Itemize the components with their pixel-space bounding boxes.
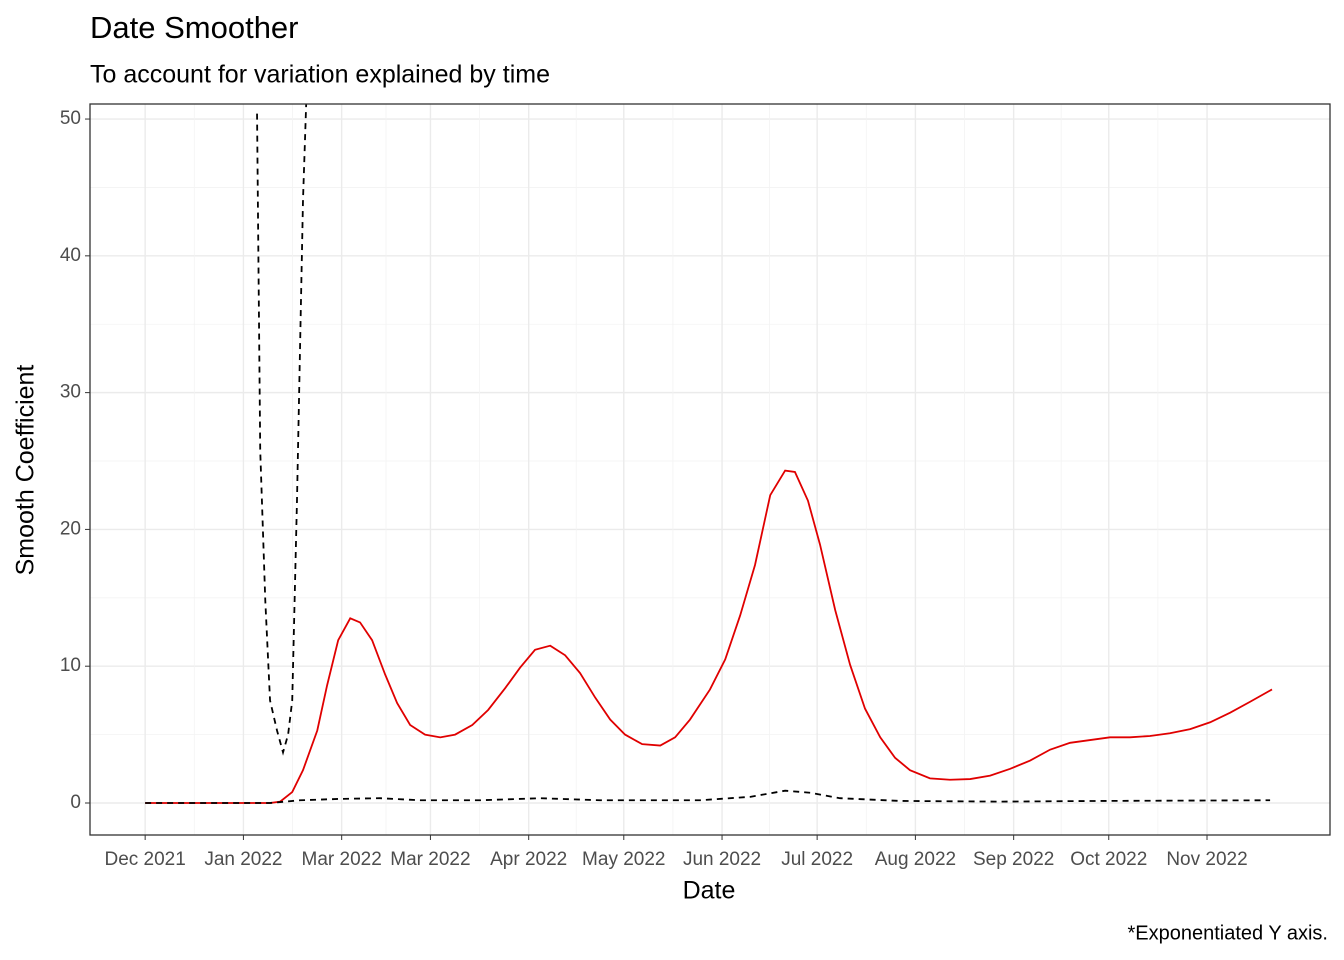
caption: *Exponentiated Y axis. <box>1127 922 1328 944</box>
chart-subtitle: To account for variation explained by ti… <box>90 61 550 89</box>
x-axis-title: Date <box>683 877 736 905</box>
y-axis-title: Smooth Coefficient <box>12 365 40 576</box>
x-tick-label: Nov 2022 <box>1166 849 1247 870</box>
x-tick-label: Oct 2022 <box>1070 849 1147 870</box>
x-tick-label: Mar 2022 <box>302 849 382 870</box>
plot-lines <box>145 104 1273 804</box>
y-tick-label: 0 <box>70 792 81 813</box>
panel-border <box>89 103 1331 836</box>
y-tick-label: 10 <box>60 655 81 676</box>
x-tick-label: Jun 2022 <box>683 849 761 870</box>
grid <box>90 104 1330 835</box>
x-tick-label: Sep 2022 <box>973 849 1054 870</box>
x-tick-label: May 2022 <box>582 849 665 870</box>
x-tick-label: Jan 2022 <box>204 849 282 870</box>
series-line <box>256 104 308 756</box>
y-tick-label: 20 <box>60 518 81 539</box>
x-tick-label: Apr 2022 <box>490 849 567 870</box>
x-tick-label: Aug 2022 <box>875 849 956 870</box>
x-tick-label: Jul 2022 <box>781 849 853 870</box>
series-line <box>145 789 1271 804</box>
y-tick-label: 30 <box>60 382 81 403</box>
y-tick-label: 50 <box>60 108 81 129</box>
y-tick-label: 40 <box>60 245 81 266</box>
chart-title: Date Smoother <box>90 10 299 45</box>
axes: 0 10 20 30 40 50 Dec 2021 Jan 2022 Mar 2022 Mar 2… <box>60 108 1248 870</box>
x-tick-label: Mar 2022 <box>390 849 470 870</box>
series-line <box>145 469 1273 804</box>
x-tick-label: Dec 2021 <box>104 849 185 870</box>
